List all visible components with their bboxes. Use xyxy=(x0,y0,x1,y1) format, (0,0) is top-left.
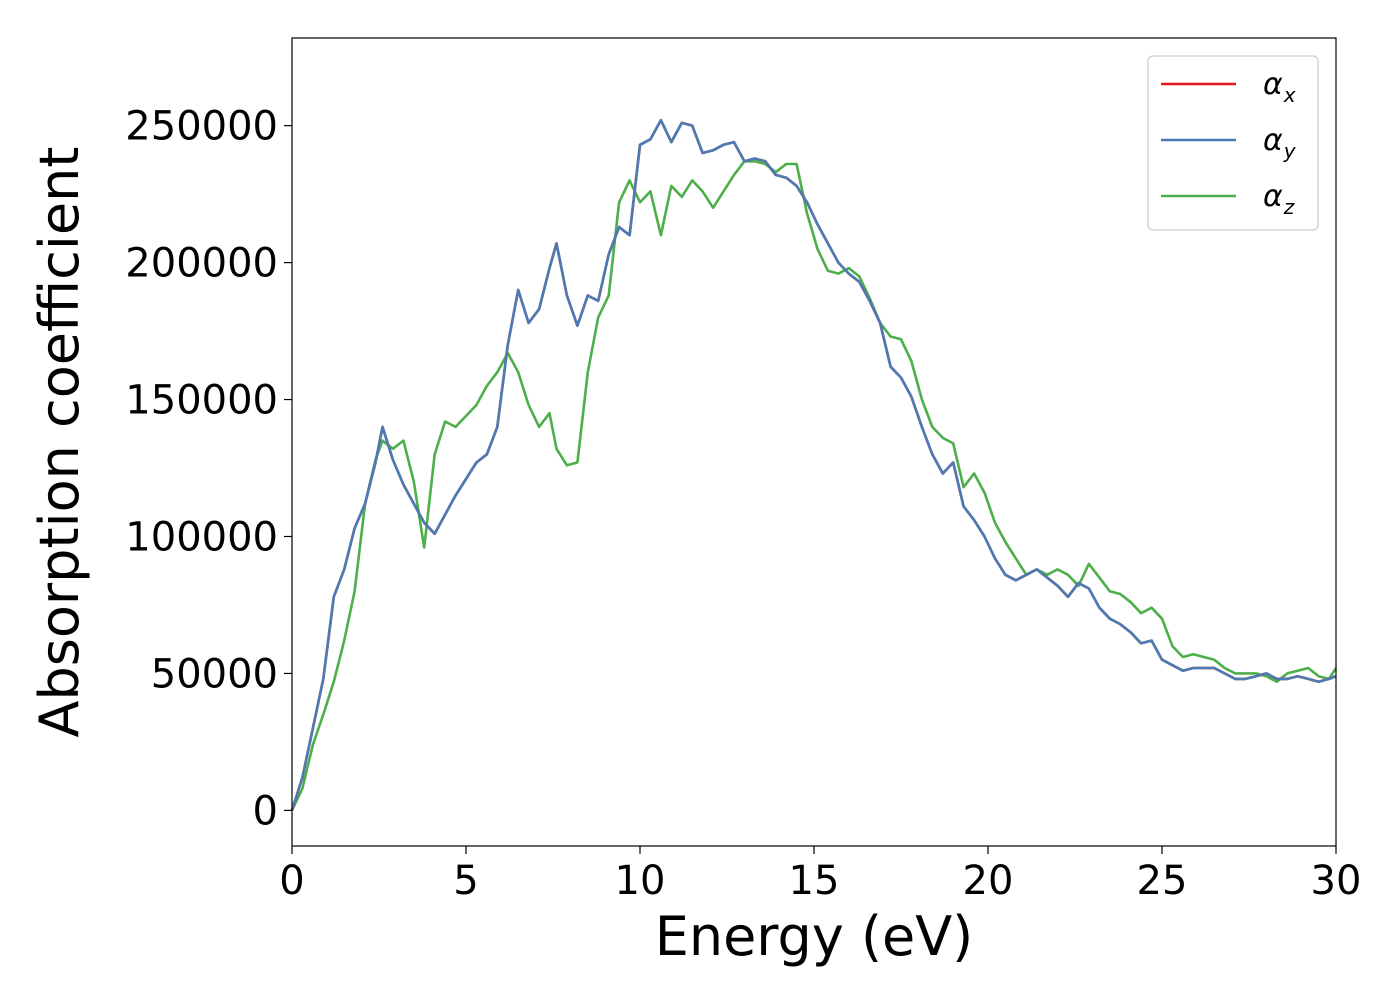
y-tick-label: 150000 xyxy=(125,378,278,424)
x-tick-label: 20 xyxy=(963,858,1014,904)
x-tick-label: 30 xyxy=(1311,858,1362,904)
series-line-z xyxy=(290,160,1338,811)
legend: αx αy αz xyxy=(1147,55,1319,231)
y-axis: 0 50000 100000 150000 200000 250000 xyxy=(125,104,292,834)
series-line-y xyxy=(290,118,1337,811)
legend-label-y: αy xyxy=(1263,123,1297,163)
legend-label-x: αx xyxy=(1263,67,1296,107)
x-tick-label: 0 xyxy=(279,858,304,904)
legend-box xyxy=(1147,55,1319,231)
y-axis-label: Absorption coefficient xyxy=(28,147,91,738)
x-axis: 0 5 10 15 20 25 30 xyxy=(279,846,1361,904)
y-tick-label: 0 xyxy=(253,788,278,834)
x-axis-label: Energy (eV) xyxy=(655,905,974,968)
y-tick-label: 50000 xyxy=(151,651,278,697)
legend-label-z: αz xyxy=(1263,179,1295,219)
x-tick-label: 5 xyxy=(453,858,478,904)
y-tick-label: 100000 xyxy=(125,514,278,560)
x-tick-label: 10 xyxy=(615,858,666,904)
series-layer xyxy=(290,118,1338,811)
y-tick-label: 200000 xyxy=(125,241,278,287)
x-tick-label: 25 xyxy=(1137,858,1188,904)
y-tick-label: 250000 xyxy=(125,104,278,150)
x-tick-label: 15 xyxy=(789,858,840,904)
